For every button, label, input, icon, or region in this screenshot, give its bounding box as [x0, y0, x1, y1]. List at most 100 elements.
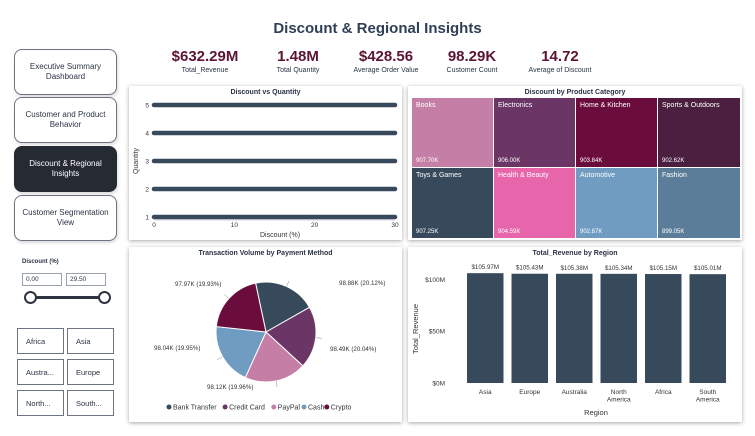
- treemap-tile[interactable]: Sports & Outdoors 902.62K: [658, 98, 740, 167]
- kpi-label: Average of Discount: [528, 67, 592, 74]
- treemap-tile-name: Sports & Outdoors: [662, 102, 720, 109]
- treemap-tile-name: Fashion: [662, 172, 687, 179]
- x-tick-label: America: [696, 397, 720, 404]
- x-tick-label: North: [611, 389, 627, 396]
- bar-data-label: $105.38M: [560, 265, 588, 272]
- x-tick-label: 20: [311, 222, 319, 229]
- treemap-tile-value: 902.62K: [662, 158, 685, 164]
- treemap-tile-name: Books: [416, 102, 436, 109]
- discount-slider-track[interactable]: [30, 296, 104, 299]
- y-axis-title: Total_Revenue: [411, 304, 420, 354]
- nav-customer-segmentation-button[interactable]: Customer Segmentation View: [14, 195, 117, 241]
- treemap-tile[interactable]: Home & Kitchen 903.84K: [576, 98, 657, 167]
- treemap-tile[interactable]: Health & Beauty 904.59K: [494, 168, 575, 238]
- x-tick-label: 30: [391, 222, 399, 229]
- region-button-north-america[interactable]: North...: [17, 390, 64, 416]
- region-button-australia[interactable]: Austra...: [17, 359, 64, 385]
- pie-slice: [255, 281, 311, 333]
- scatter-card: Discount vs Quantity 1 2 3 4 5 0 10 20 30 Discoun…: [129, 86, 402, 240]
- pie-slice: [215, 282, 267, 333]
- legend-marker: [271, 404, 277, 410]
- legend-label: Cash: [308, 405, 324, 412]
- discount-slider-max-handle[interactable]: [97, 291, 111, 304]
- treemap-card: Discount by Product Category Books 907.70…: [408, 86, 742, 240]
- pie-leader-line: [224, 294, 230, 299]
- y-tick-label: $50M: [429, 329, 445, 336]
- discount-min-input[interactable]: 0.00: [22, 273, 62, 286]
- pie-data-label: 98.12K (19.96%): [207, 384, 253, 391]
- pie-leader-line: [286, 280, 290, 287]
- x-tick-label: 0: [152, 222, 156, 229]
- legend-marker: [301, 404, 307, 410]
- region-button-africa[interactable]: Africa: [17, 328, 64, 354]
- bar-data-label: $105.43M: [516, 265, 544, 272]
- chart-title: Transaction Volume by Payment Method: [198, 250, 333, 257]
- kpi-label: Total_Revenue: [181, 67, 229, 74]
- y-tick-label: 5: [145, 103, 149, 110]
- pie-card: Transaction Volume by Payment Method 98.…: [129, 247, 402, 422]
- pie-data-label: 98.49K (20.04%): [330, 346, 376, 353]
- legend-marker: [324, 404, 330, 410]
- chart-title: Discount vs Quantity: [230, 89, 301, 96]
- x-tick-label: 10: [231, 222, 239, 229]
- treemap-tile[interactable]: Books 907.70K: [412, 98, 493, 167]
- kpi-value: 14.72: [541, 48, 579, 65]
- discount-max-input[interactable]: 29.50: [66, 273, 106, 286]
- y-axis-title: Quantity: [133, 147, 140, 174]
- y-tick-label: $0M: [432, 381, 445, 388]
- treemap-tile-value: 903.84K: [580, 158, 603, 164]
- pie-chart: 98.88K (20.12%) 98.49K (20.04%) 98.12K (19…: [154, 280, 385, 412]
- treemap-tile-value: 906.00K: [498, 158, 521, 164]
- page-title: Discount & Regional Insights: [273, 20, 482, 37]
- nav-discount-regional-button[interactable]: Discount & Regional Insights: [14, 146, 117, 192]
- bar: [645, 274, 682, 383]
- pie-data-label: 97.97K (19.93%): [175, 281, 221, 288]
- pie-data-label: 98.88K (20.12%): [339, 280, 385, 287]
- treemap-tile[interactable]: Toys & Games 907.25K: [412, 168, 493, 238]
- x-tick-label: South: [699, 389, 716, 396]
- region-button-europe[interactable]: Europe: [67, 359, 114, 385]
- kpi-average-discount: 14.72 Average of Discount: [517, 48, 603, 74]
- y-tick-label: $100M: [425, 277, 445, 284]
- treemap-tile[interactable]: Fashion 899.05K: [658, 168, 740, 238]
- kpi-total-quantity: 1.48M Total Quantity: [258, 48, 338, 74]
- kpi-value: 1.48M: [277, 48, 319, 65]
- y-tick-label: 4: [145, 131, 149, 138]
- x-axis-title: Discount (%): [260, 232, 300, 239]
- bar-chart: $0M $50M $100M $105.97M Asia $105.43M Europe $1…: [411, 264, 726, 417]
- legend-label: PayPal: [278, 405, 301, 412]
- x-tick-label: Australia: [562, 389, 588, 396]
- treemap-tile-value: 902.87K: [580, 229, 603, 235]
- region-button-asia[interactable]: Asia: [67, 328, 114, 354]
- treemap-tile[interactable]: Automotive 902.87K: [576, 168, 657, 238]
- kpi-label: Customer Count: [446, 67, 498, 74]
- chart-title: Discount by Product Category: [524, 89, 626, 96]
- treemap-tile-value: 907.70K: [416, 158, 439, 164]
- bar-data-label: $105.97M: [471, 264, 499, 271]
- nav-customer-product-button[interactable]: Customer and Product Behavior: [14, 97, 117, 143]
- bar: [556, 273, 593, 383]
- region-button-south-america[interactable]: South...: [67, 390, 114, 416]
- legend-label: Crypto: [331, 405, 352, 412]
- treemap-tile[interactable]: Electronics 906.00K: [494, 98, 575, 167]
- bar-card: Total_Revenue by Region $0M $50M $100M $105…: [408, 247, 742, 422]
- y-tick-label: 1: [145, 215, 149, 222]
- pie-leader-line: [315, 337, 322, 339]
- bar: [511, 273, 548, 383]
- kpi-value: 98.29K: [447, 48, 497, 65]
- legend-label: Credit Card: [229, 405, 265, 412]
- nav-executive-summary-button[interactable]: Executive Summary Dashboard: [14, 49, 117, 95]
- x-tick-label: Africa: [655, 389, 672, 396]
- scatter-chart: 1 2 3 4 5 0 10 20 30 Discount (%) Quantity: [133, 103, 399, 240]
- discount-slicer-title: Discount (%): [22, 259, 59, 265]
- discount-slider-min-handle[interactable]: [23, 291, 37, 304]
- x-tick-label: America: [607, 397, 631, 404]
- treemap-tile-value: 907.25K: [416, 229, 439, 235]
- chart-title: Total_Revenue by Region: [532, 250, 618, 257]
- x-axis-title: Region: [584, 408, 608, 417]
- legend-marker: [222, 404, 228, 410]
- pie-slice: [215, 326, 267, 379]
- kpi-value: $428.56: [358, 48, 414, 65]
- bar: [600, 273, 637, 383]
